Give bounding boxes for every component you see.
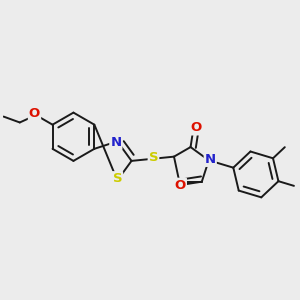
Text: S: S — [112, 172, 122, 185]
Text: O: O — [29, 107, 40, 120]
Text: O: O — [190, 122, 202, 134]
Text: N: N — [110, 136, 122, 149]
Text: O: O — [175, 179, 186, 192]
Text: S: S — [149, 151, 158, 164]
Text: N: N — [205, 153, 216, 166]
